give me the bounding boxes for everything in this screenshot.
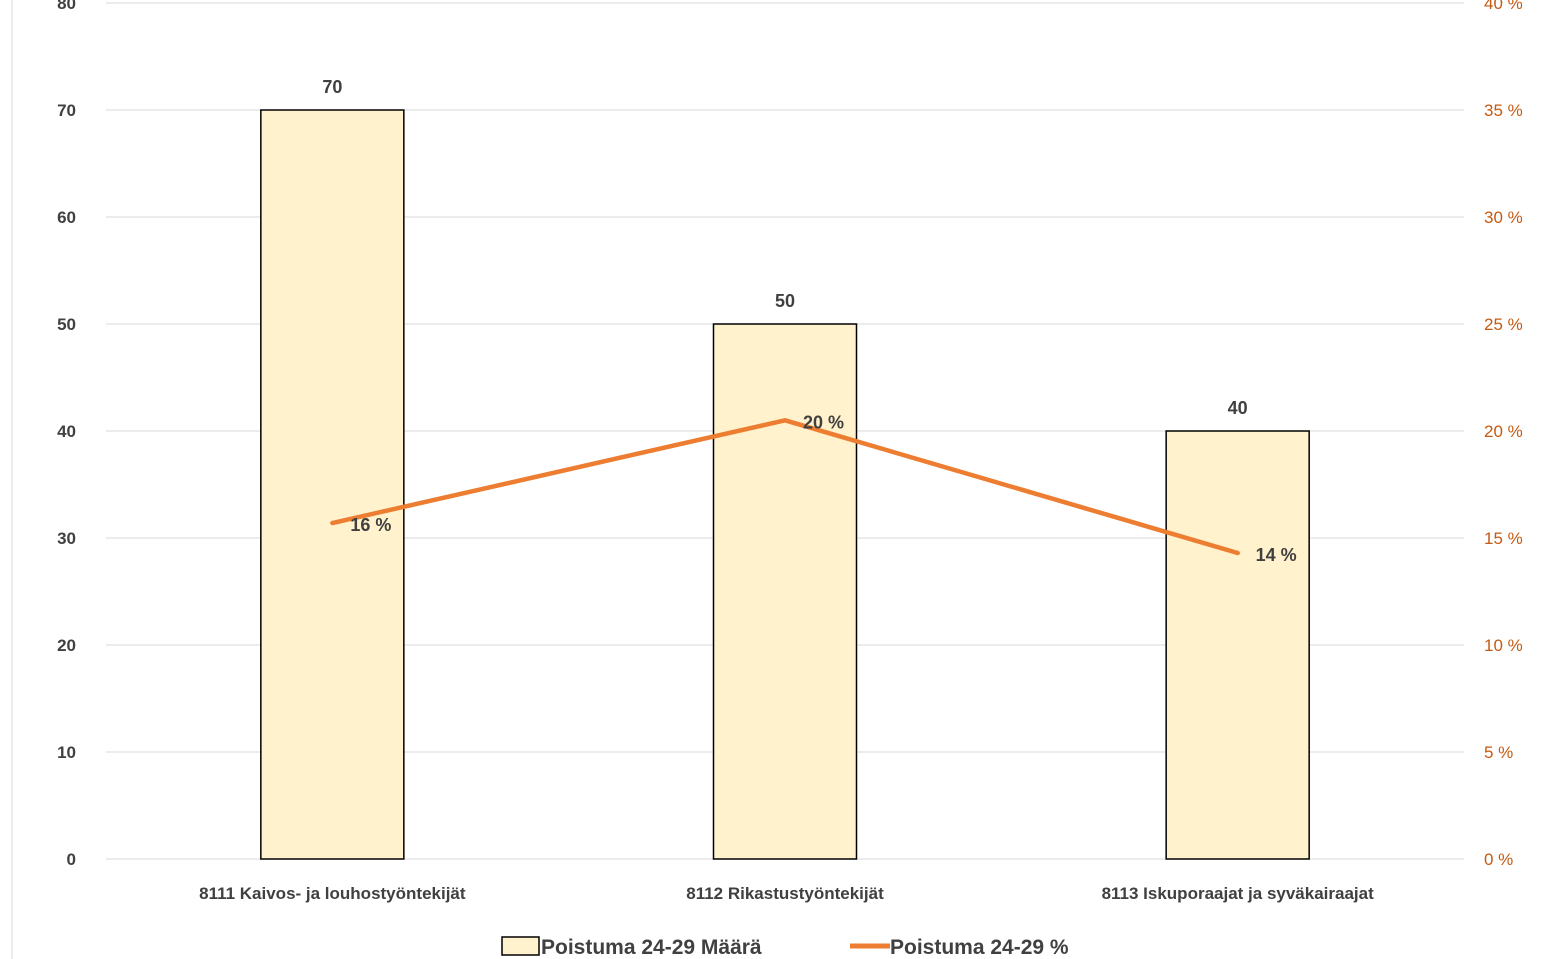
line-value-label: 20 % [803, 412, 844, 432]
right-tick-label: 5 % [1484, 743, 1513, 762]
left-y-axis: 0 10 20 30 40 50 60 70 80 [57, 0, 76, 869]
left-tick-label: 70 [57, 101, 76, 120]
legend-label-line: Poistuma 24-29 % [890, 936, 1069, 959]
line-path [330, 418, 1240, 556]
line-value-label: 16 % [350, 515, 391, 535]
category-label: 8111 Kaivos- ja louhostyöntekijät [199, 884, 466, 903]
bar-value-label: 40 [1228, 398, 1248, 418]
x-axis-categories: 8111 Kaivos- ja louhostyöntekijät 8112 Ri… [199, 884, 1374, 903]
left-tick-label: 0 [67, 850, 76, 869]
left-tick-label: 10 [57, 743, 76, 762]
bar [1165, 430, 1310, 860]
bar [712, 323, 858, 860]
legend: Poistuma 24-29 Määrä Poistuma 24-29 % [501, 936, 1069, 959]
right-tick-label: 30 % [1484, 208, 1523, 227]
left-tick-label: 40 [57, 422, 76, 441]
bar-series: 70 50 40 [260, 77, 1310, 860]
left-tick-label: 60 [57, 208, 76, 227]
left-tick-label: 50 [57, 315, 76, 334]
right-tick-label: 25 % [1484, 315, 1523, 334]
legend-label-bar: Poistuma 24-29 Määrä [541, 936, 762, 959]
right-tick-label: 15 % [1484, 529, 1523, 548]
left-tick-label: 30 [57, 529, 76, 548]
line-value-label: 14 % [1256, 545, 1297, 565]
category-label: 8113 Iskuporaajat ja syväkairaajat [1102, 884, 1375, 903]
left-tick-label: 20 [57, 636, 76, 655]
legend-swatch-bar [501, 936, 540, 956]
right-y-axis: 0 % 5 % 10 % 15 % 20 % 25 % 30 % 35 % 40 % [1484, 0, 1523, 869]
left-tick-label: 80 [57, 0, 76, 13]
right-tick-label: 20 % [1484, 422, 1523, 441]
right-tick-label: 35 % [1484, 101, 1523, 120]
bar [260, 109, 405, 860]
category-label: 8112 Rikastustyöntekijät [686, 884, 884, 903]
bar-value-label: 50 [775, 291, 795, 311]
bar-value-label: 70 [322, 77, 342, 97]
right-tick-label: 0 % [1484, 850, 1513, 869]
right-tick-label: 40 % [1484, 0, 1523, 13]
right-tick-label: 10 % [1484, 636, 1523, 655]
line-series: 16 % 20 % 14 % [330, 412, 1297, 565]
